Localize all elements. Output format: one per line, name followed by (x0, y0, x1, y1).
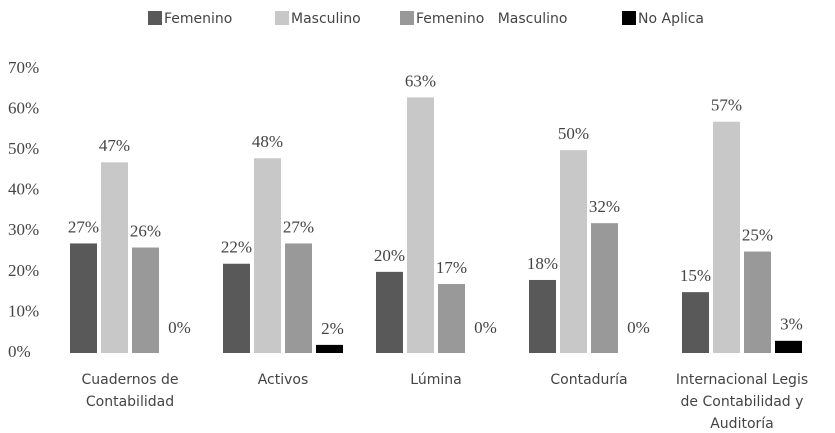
data-label: 17% (436, 258, 467, 277)
legend-swatch (148, 11, 162, 25)
data-label: 48% (252, 132, 283, 151)
legend-label: Femenino Masculino (416, 11, 567, 27)
data-label: 57% (711, 96, 742, 115)
data-label: 15% (680, 266, 711, 285)
bar (316, 344, 343, 353)
y-tick-label: 60% (8, 98, 39, 117)
legend-swatch (275, 11, 289, 25)
bar (682, 292, 709, 353)
data-label: 0% (168, 318, 191, 337)
bar (775, 340, 802, 353)
y-tick-label: 70% (8, 58, 39, 77)
bar (744, 251, 771, 353)
data-label: 18% (527, 254, 558, 273)
x-tick-label: Contaduría (550, 372, 627, 388)
bar (713, 121, 740, 353)
x-tick-label: Lúmina (410, 372, 461, 388)
data-label: 50% (558, 124, 589, 143)
data-label: 2% (321, 319, 344, 338)
bar (285, 243, 312, 353)
y-tick-label: 20% (8, 261, 39, 280)
x-tick-label: Internacional Legis de Contabilidad y Audi… (676, 372, 808, 432)
y-tick-label: 40% (8, 180, 39, 199)
legend-swatch (400, 11, 414, 25)
bar (438, 284, 465, 353)
y-tick-label: 10% (8, 301, 39, 320)
legend-label: Femenino (164, 11, 232, 27)
data-label: 27% (283, 217, 314, 236)
data-label: 20% (374, 246, 405, 265)
data-label: 27% (68, 217, 99, 236)
data-label: 3% (780, 315, 803, 334)
data-label: 26% (130, 221, 161, 240)
bar (223, 263, 250, 353)
bar (254, 158, 281, 353)
bar (591, 223, 618, 353)
x-tick-label: Cuadernos de Contabilidad (82, 372, 179, 410)
data-label: 22% (221, 238, 252, 257)
bar (70, 243, 97, 353)
y-tick-label: 30% (8, 220, 39, 239)
data-label: 32% (589, 197, 620, 216)
legend-swatch (622, 11, 636, 25)
bar (407, 97, 434, 354)
y-tick-label: 0% (8, 342, 31, 361)
legend-label: Masculino (291, 11, 361, 27)
bar (132, 247, 159, 353)
data-label: 25% (742, 225, 773, 244)
y-tick-label: 50% (8, 139, 39, 158)
data-label: 0% (627, 318, 650, 337)
bar (376, 271, 403, 353)
bar (560, 150, 587, 353)
data-label: 63% (405, 71, 436, 90)
data-label: 0% (474, 318, 497, 337)
legend-label: No Aplica (638, 11, 704, 27)
bar (529, 279, 556, 353)
data-label: 47% (99, 136, 130, 155)
x-tick-label: Activos (258, 372, 309, 388)
bar (101, 162, 128, 353)
